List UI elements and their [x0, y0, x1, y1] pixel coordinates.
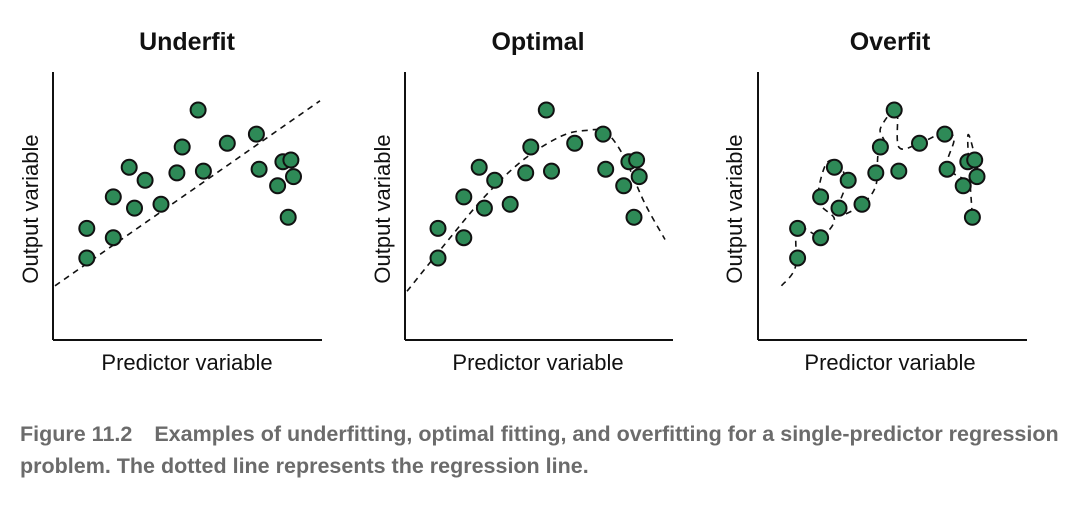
data-point [168, 164, 186, 182]
data-point [194, 162, 212, 180]
data-point [218, 134, 236, 152]
x-axis-label: Predictor variable [804, 350, 975, 375]
data-point [429, 219, 447, 237]
data-point [867, 164, 885, 182]
panel-title: Underfit [139, 28, 236, 56]
data-point [871, 138, 889, 156]
x-axis-label: Predictor variable [101, 350, 272, 375]
panel-title: Overfit [850, 28, 931, 56]
data-point [247, 125, 265, 143]
data-point [966, 151, 984, 169]
panel-optimal: Optimal Predictor variable Output variab… [370, 28, 673, 375]
data-point [120, 158, 138, 176]
y-axis-label: Output variable [722, 134, 747, 283]
data-point [522, 138, 540, 156]
data-point [279, 208, 297, 226]
data-point [885, 101, 903, 119]
data-point [566, 134, 584, 152]
data-point [963, 208, 981, 226]
data-point [911, 134, 928, 152]
figure-caption: Figure 11.2 Examples of underfitting, opt… [20, 418, 1060, 482]
data-point [126, 199, 143, 217]
data-point [537, 101, 555, 119]
data-point [104, 229, 122, 247]
data-point [486, 171, 504, 189]
x-axis-label: Predictor variable [452, 350, 623, 375]
data-point [173, 138, 191, 156]
data-point [812, 188, 830, 206]
data-point [936, 125, 954, 143]
data-point [455, 229, 473, 247]
data-point [812, 229, 830, 247]
data-point [853, 195, 871, 213]
data-point [455, 188, 473, 206]
data-point [104, 188, 122, 206]
panel-title: Optimal [491, 28, 584, 56]
figure-number: Figure 11.2 [20, 422, 133, 446]
data-point [625, 208, 643, 226]
figure-charts: Underfit Predictor variable Output varia… [18, 28, 1027, 375]
data-point [543, 162, 560, 180]
data-point [628, 151, 646, 169]
data-point [615, 177, 633, 195]
data-point [594, 125, 612, 143]
data-point [501, 195, 519, 213]
data-point [968, 168, 986, 186]
data-point [890, 162, 908, 180]
y-axis-label: Output variable [370, 134, 395, 283]
data-point [269, 177, 287, 195]
data-point [830, 199, 848, 217]
regression-line [54, 100, 321, 287]
data-point [470, 158, 488, 176]
data-point [429, 249, 447, 267]
data-point [78, 219, 96, 237]
data-point [825, 158, 843, 176]
y-axis-label: Output variable [18, 134, 43, 283]
data-point [789, 219, 807, 237]
data-point [954, 177, 972, 195]
data-point [189, 101, 207, 119]
panel-overfit: Overfit Predictor variable Output variab… [722, 28, 1027, 375]
data-point [789, 249, 807, 267]
panel-underfit: Underfit Predictor variable Output varia… [18, 28, 322, 375]
data-point [517, 164, 535, 182]
data-point [282, 151, 300, 169]
data-point [938, 160, 956, 178]
data-point [839, 171, 857, 189]
data-point [78, 249, 96, 267]
data-point [285, 168, 302, 186]
data-point [250, 160, 268, 178]
data-point [136, 171, 154, 189]
data-point [152, 195, 170, 213]
data-point [630, 168, 648, 186]
data-point [597, 160, 615, 178]
data-point [475, 199, 493, 217]
figure-caption-text: Examples of underfitting, optimal fittin… [20, 422, 1059, 478]
